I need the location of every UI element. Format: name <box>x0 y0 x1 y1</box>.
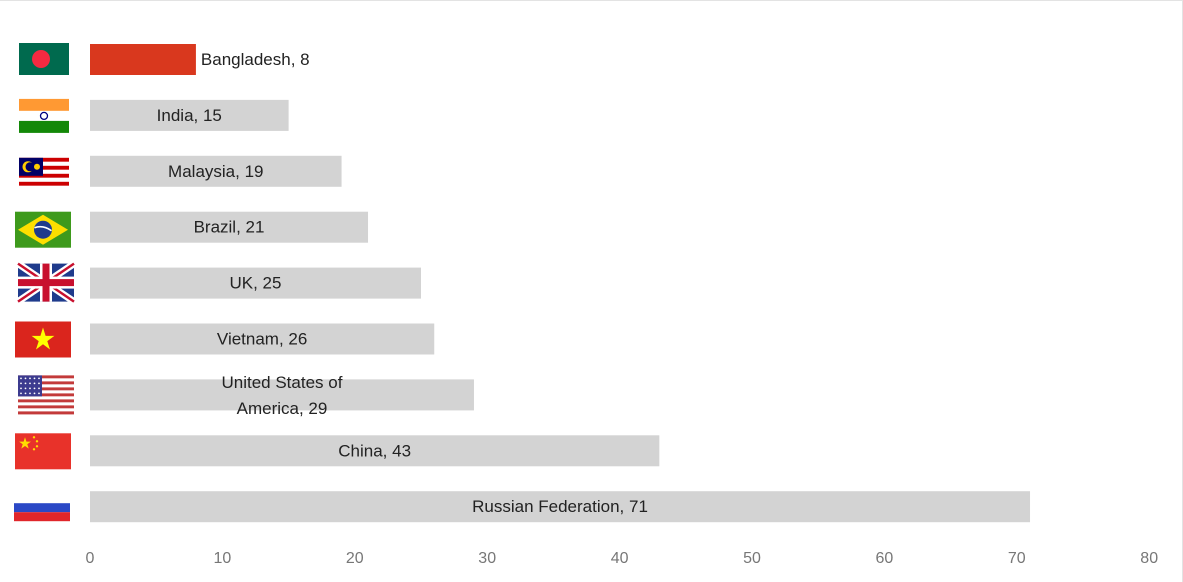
bar-united-states-of-america <box>90 379 474 411</box>
malaysia-flag-icon <box>19 157 69 190</box>
x-tick-label: 20 <box>346 550 364 567</box>
x-tick-label: 40 <box>611 550 629 567</box>
x-tick-label: 30 <box>478 550 496 567</box>
x-tick-label: 10 <box>214 550 232 567</box>
x-tick-label: 0 <box>86 550 95 567</box>
x-axis: 0 10 20 30 40 50 60 70 80 <box>86 550 1159 567</box>
data-label-united-states-of-america: United States of America, 29 <box>221 372 342 417</box>
data-label-uk: UK, 25 <box>230 274 282 293</box>
russia-flag-icon <box>14 494 70 522</box>
data-label-india: India, 15 <box>157 106 222 125</box>
data-label-vietnam: Vietnam, 26 <box>217 330 307 349</box>
x-tick-label: 70 <box>1008 550 1026 567</box>
vietnam-flag-icon <box>15 321 71 358</box>
bars-group <box>90 44 1031 523</box>
bangladesh-flag-icon <box>19 43 69 75</box>
flags-group <box>14 43 76 522</box>
bar-brazil <box>90 211 369 243</box>
china-flag-icon <box>15 433 71 470</box>
bar-labels-group: Bangladesh, 8 India, 15 Malaysia, 19 Brazil… <box>157 50 648 516</box>
bar-india <box>90 99 289 131</box>
bar-bangladesh <box>90 44 196 75</box>
data-label-russian-federation: Russian Federation, 71 <box>472 497 648 516</box>
data-label-brazil: Brazil, 21 <box>194 218 265 237</box>
data-label-china: China, 43 <box>338 441 411 460</box>
bar-russian-federation <box>90 491 1031 523</box>
india-flag-icon <box>19 98 69 133</box>
x-tick-label: 60 <box>876 550 894 567</box>
data-label-bangladesh: Bangladesh, 8 <box>201 50 310 69</box>
x-tick-label: 80 <box>1140 550 1158 567</box>
bar-china <box>90 435 660 467</box>
data-label-malaysia: Malaysia, 19 <box>168 162 263 181</box>
bar-vietnam <box>90 323 435 355</box>
bar-uk <box>90 267 421 299</box>
brazil-flag-icon <box>15 211 71 248</box>
uk-flag-icon <box>16 260 76 305</box>
usa-flag-icon <box>18 375 74 415</box>
x-tick-label: 50 <box>743 550 761 567</box>
bar-malaysia <box>90 155 342 187</box>
